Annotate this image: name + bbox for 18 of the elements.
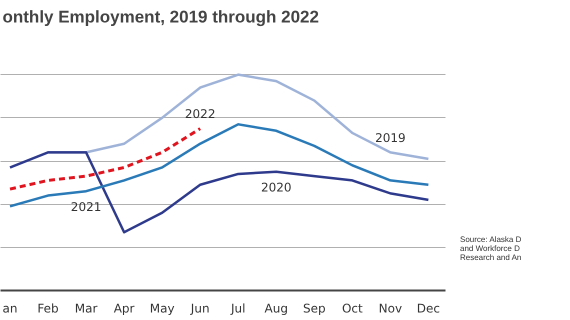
x-tick-label: May <box>150 302 175 316</box>
x-tick-label: Sep <box>302 302 326 316</box>
series-label: 2021 <box>70 200 102 214</box>
x-tick-label: an <box>2 302 18 316</box>
x-tick-label: Mar <box>74 302 98 316</box>
x-tick-label: Nov <box>378 302 402 316</box>
x-tick-label: Dec <box>416 302 440 316</box>
x-tick-label: Aug <box>264 302 288 316</box>
x-tick-label: Jul <box>230 302 246 316</box>
x-tick-label: Feb <box>37 302 59 316</box>
x-tick-label: Jun <box>190 302 210 316</box>
series-label: 2020 <box>260 180 292 194</box>
source-note: Source: Alaska D and Workforce D Research and An <box>460 235 522 263</box>
x-tick-label: Oct <box>342 302 363 316</box>
chart-title: onthly Employment, 2019 through 2022 <box>2 8 319 26</box>
series-label: 2019 <box>375 130 406 145</box>
series-label: 2022 <box>184 107 216 122</box>
x-tick-label: Apr <box>114 302 135 316</box>
